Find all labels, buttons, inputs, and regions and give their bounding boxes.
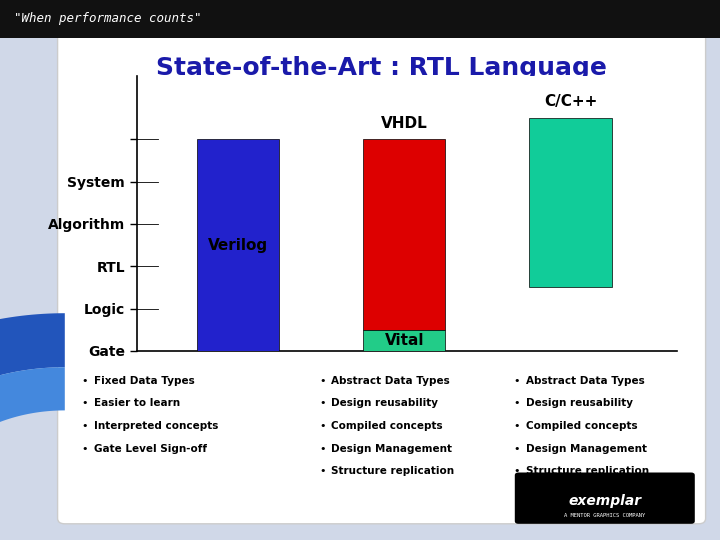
Polygon shape [0,313,65,518]
Text: •: • [513,399,521,408]
Text: C/C++: C/C++ [544,94,597,110]
Text: Design reusability: Design reusability [331,399,438,408]
Bar [363,139,446,330]
Text: Compiled concepts: Compiled concepts [526,421,637,431]
Text: Design Management: Design Management [526,444,647,454]
Text: •: • [513,376,521,386]
Text: •: • [513,467,521,476]
Text: A MENTOR GRAPHICS COMPANY: A MENTOR GRAPHICS COMPANY [564,512,645,518]
Text: Verilog: Verilog [208,238,269,253]
Text: "When performance counts": "When performance counts" [14,12,202,25]
Text: VHDL: VHDL [381,116,428,131]
Bar [363,330,446,351]
Text: •: • [81,399,89,408]
Text: •: • [81,444,89,454]
Text: •: • [319,467,326,476]
Text: Easier to learn: Easier to learn [94,399,180,408]
Bar [197,139,279,351]
Text: Vital: Vital [384,333,424,348]
Text: Gate Level Sign-off: Gate Level Sign-off [94,444,207,454]
Text: •: • [319,376,326,386]
Text: Interpreted concepts: Interpreted concepts [94,421,218,431]
Text: •: • [81,376,89,386]
Text: Abstract Data Types: Abstract Data Types [526,376,644,386]
Bar [529,118,611,287]
Text: •: • [319,399,326,408]
Text: Compiled concepts: Compiled concepts [331,421,443,431]
Text: Structure replication: Structure replication [331,467,454,476]
Text: •: • [513,421,521,431]
Text: Design reusability: Design reusability [526,399,633,408]
Text: •: • [319,444,326,454]
FancyBboxPatch shape [58,16,706,524]
Text: Structure replication: Structure replication [526,467,649,476]
FancyBboxPatch shape [515,472,695,524]
Text: Abstract Data Types: Abstract Data Types [331,376,450,386]
Text: •: • [81,421,89,431]
Text: State-of-the-Art : RTL Language: State-of-the-Art : RTL Language [156,56,607,79]
Text: Design Management: Design Management [331,444,452,454]
Text: •: • [319,421,326,431]
Bar [0,0,720,38]
Text: exemplar: exemplar [568,494,642,508]
Polygon shape [0,367,65,518]
Text: •: • [513,444,521,454]
Text: Fixed Data Types: Fixed Data Types [94,376,194,386]
